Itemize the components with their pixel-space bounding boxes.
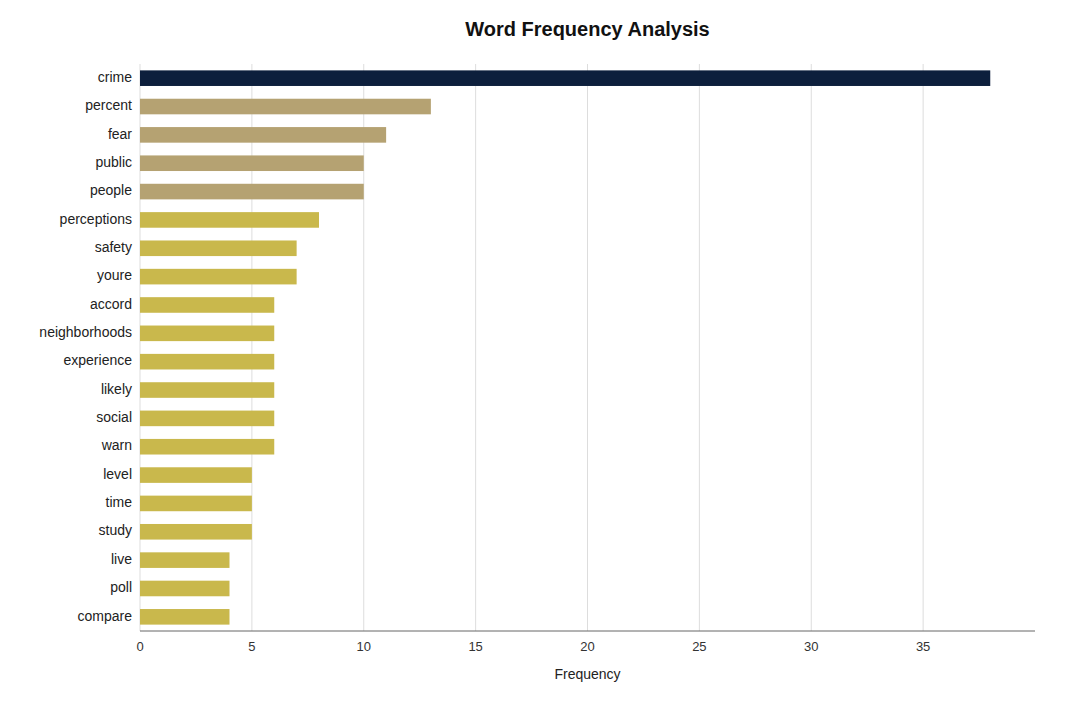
y-tick-label: level — [103, 466, 132, 482]
x-tick-label: 15 — [468, 639, 482, 654]
y-tick-label: safety — [95, 239, 132, 255]
bar — [140, 581, 230, 597]
y-tick-label: percent — [85, 97, 132, 113]
y-tick-label: perceptions — [60, 211, 132, 227]
y-tick-label: study — [99, 522, 132, 538]
bar — [140, 127, 386, 143]
bar — [140, 609, 230, 625]
grid-line — [363, 64, 364, 631]
y-tick-label: likely — [101, 381, 132, 397]
bar — [140, 382, 274, 398]
grid-line — [140, 64, 141, 631]
bar — [140, 467, 252, 483]
bars — [140, 70, 990, 624]
x-tick-label: 20 — [580, 639, 594, 654]
y-tick-label: poll — [110, 579, 132, 595]
bar — [140, 411, 274, 427]
x-tick-label: 35 — [916, 639, 930, 654]
y-tick-label: live — [111, 551, 132, 567]
title: Word Frequency Analysis — [465, 18, 710, 40]
x-tick-label: 5 — [248, 639, 255, 654]
bar — [140, 354, 274, 370]
y-tick-label: people — [90, 182, 132, 198]
bar — [140, 297, 274, 313]
y-tick-label: accord — [90, 296, 132, 312]
x-tick-label: 30 — [804, 639, 818, 654]
y-tick-label: warn — [101, 437, 132, 453]
bar — [140, 496, 252, 512]
bar — [140, 552, 230, 568]
bar — [140, 155, 364, 171]
x-tick-label: 0 — [136, 639, 143, 654]
bar — [140, 212, 319, 228]
x-tick-label: 10 — [357, 639, 371, 654]
x-axis-line — [140, 631, 1035, 632]
y-tick-label: experience — [64, 352, 133, 368]
y-tick-label: social — [96, 409, 132, 425]
bar — [140, 524, 252, 540]
y-tick-label: time — [106, 494, 133, 510]
y-tick-label: compare — [78, 608, 133, 624]
bar — [140, 99, 431, 115]
bar — [140, 326, 274, 342]
grid-line — [587, 64, 588, 631]
grid-line — [811, 64, 812, 631]
grid-line — [699, 64, 700, 631]
chart: 0 5 10 15 20 25 30 35 crime percent fear public peop… — [0, 0, 1065, 701]
grid-line — [923, 64, 924, 631]
bar — [140, 70, 990, 86]
grid-line — [251, 64, 252, 631]
x-axis-label: Frequency — [554, 666, 620, 682]
y-tick-label: neighborhoods — [39, 324, 132, 340]
y-tick-label: public — [95, 154, 132, 170]
grid-line — [475, 64, 476, 631]
x-tick-label: 25 — [692, 639, 706, 654]
y-tick-label: crime — [98, 69, 132, 85]
y-tick-label: youre — [97, 267, 132, 283]
bar — [140, 439, 274, 455]
bar — [140, 269, 297, 285]
y-tick-label: fear — [108, 126, 132, 142]
bar — [140, 184, 364, 200]
bar — [140, 240, 297, 256]
grid — [140, 64, 923, 631]
